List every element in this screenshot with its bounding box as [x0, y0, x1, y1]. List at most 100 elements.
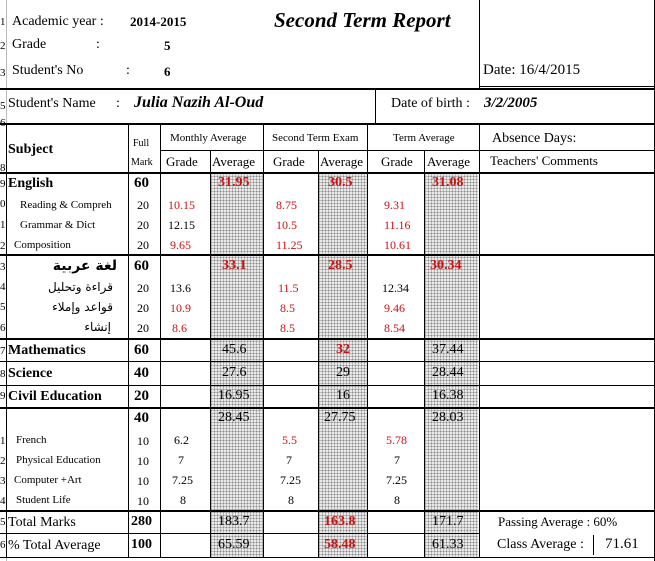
row-number: 4 — [0, 281, 6, 293]
row-number: 1 — [0, 16, 6, 28]
second-term-exam-header: Second Term Exam — [272, 132, 359, 144]
composition-subject: Composition — [14, 239, 71, 251]
arabic-monthly-average: 33.1 — [222, 258, 247, 273]
student-name-label: Student's Name — [8, 96, 96, 111]
term-average-col-header: Average — [427, 154, 471, 169]
teachers-comments-header: Teachers' Comments — [490, 153, 598, 168]
exam-average-col-header: Average — [320, 154, 364, 169]
composition-monthly-grade: 9.65 — [170, 238, 191, 252]
pct-term-average: 61.33 — [432, 537, 464, 552]
civil-exam-average: 16 — [336, 388, 350, 403]
computer-full: 10 — [137, 474, 149, 488]
row-number: 6 — [0, 539, 6, 551]
row-number: 7 — [0, 345, 6, 357]
grammar-exam-grade: 10.5 — [276, 218, 297, 232]
composition-full: 20 — [137, 238, 149, 252]
reading-term-grade: 9.31 — [384, 198, 405, 212]
dob-label: Date of birth : — [391, 96, 470, 111]
arabic-full: 60 — [134, 258, 149, 274]
monthly-average-header: Monthly Average — [170, 132, 247, 144]
grade-colon: : — [96, 37, 100, 52]
science-full: 40 — [134, 365, 149, 381]
row-number: 9 — [0, 178, 6, 190]
pe-exam-grade: 7 — [286, 453, 292, 467]
row-number: 2 — [0, 455, 6, 467]
students-no-colon: : — [126, 63, 130, 78]
pct-monthly-average: 65.59 — [218, 537, 250, 552]
computer-subject: Computer +Art — [14, 474, 82, 486]
row-number: 2 — [0, 240, 6, 252]
mark-header: Mark — [131, 157, 153, 168]
row-number: 5 — [0, 516, 6, 528]
student-life-exam-grade: 8 — [288, 493, 294, 507]
french-monthly-grade: 6.2 — [174, 433, 189, 447]
row-number: 2 — [0, 40, 6, 52]
row-number: 9 — [0, 390, 6, 402]
others-exam-average: 27.75 — [324, 410, 356, 425]
pe-subject: Physical Education — [16, 454, 101, 466]
dob-value: 3/2/2005 — [484, 95, 538, 111]
science-exam-average: 29 — [336, 365, 350, 380]
students-no-label: Student's No — [12, 63, 84, 78]
student-life-monthly-grade: 8 — [180, 493, 186, 507]
reading-monthly-grade: 10.15 — [168, 198, 195, 212]
ar-reading-full: 20 — [137, 281, 149, 295]
report-date: Date: 16/4/2015 — [483, 62, 581, 78]
passing-average: Passing Average : 60% — [498, 514, 618, 529]
pct-exam-average: 58.48 — [324, 537, 356, 552]
grammar-subject: Grammar & Dict — [20, 219, 96, 231]
french-term-grade: 5.78 — [386, 433, 407, 447]
computer-monthly-grade: 7.25 — [172, 473, 193, 487]
total-term-average: 171.7 — [432, 514, 464, 529]
ar-composition-subject: إنشاء — [84, 320, 111, 334]
composition-exam-grade: 11.25 — [276, 238, 303, 252]
civil-term-average: 16.38 — [432, 388, 464, 403]
pct-total-full: 100 — [131, 537, 152, 552]
exam-grade-header: Grade — [273, 154, 305, 169]
english-term-average: 31.08 — [432, 175, 464, 190]
grammar-term-grade: 11.16 — [384, 218, 411, 232]
row-number: 6 — [0, 322, 6, 334]
total-exam-average: 163.8 — [324, 514, 356, 529]
grammar-monthly-grade: 12.15 — [168, 218, 195, 232]
row-number: 3 — [0, 475, 6, 487]
math-term-average: 37.44 — [432, 342, 464, 357]
ar-grammar-term-grade: 9.46 — [384, 301, 405, 315]
french-full: 10 — [137, 434, 149, 448]
arabic-subject: لغة عربية — [52, 258, 117, 274]
pct-total-label: % Total Average — [8, 538, 101, 553]
student-name-colon: : — [116, 96, 120, 111]
ar-grammar-subject: قواعد وإملاء — [52, 300, 113, 314]
grammar-full: 20 — [137, 218, 149, 232]
ar-grammar-exam-grade: 8.5 — [280, 301, 295, 315]
class-average-label: Class Average : — [497, 537, 584, 552]
academic-year: 2014-2015 — [130, 14, 187, 29]
total-marks-label: Total Marks — [8, 515, 76, 530]
row-number: 1 — [0, 219, 6, 231]
reading-subject: Reading & Compreh — [20, 199, 112, 211]
french-subject: French — [16, 434, 47, 446]
ar-composition-monthly-grade: 8.6 — [172, 321, 187, 335]
monthly-average-shading — [210, 172, 263, 557]
french-exam-grade: 5.5 — [282, 433, 297, 447]
term-average-shading — [424, 172, 478, 557]
english-monthly-average: 31.95 — [218, 175, 250, 190]
pe-monthly-grade: 7 — [178, 453, 184, 467]
row-number: 8 — [0, 368, 6, 380]
student-life-full: 10 — [137, 494, 149, 508]
arabic-term-average: 30.34 — [430, 258, 462, 273]
math-exam-average: 32 — [336, 342, 350, 357]
ar-composition-exam-grade: 8.5 — [280, 321, 295, 335]
row-number: 5 — [0, 301, 6, 313]
report-title: Second Term Report — [274, 8, 451, 32]
pe-term-grade: 7 — [394, 453, 400, 467]
monthly-grade-header: Grade — [166, 154, 198, 169]
row-number: 0 — [0, 198, 6, 210]
english-subject: English — [8, 176, 54, 191]
math-subject: Mathematics — [8, 343, 86, 358]
others-term-average: 28.03 — [432, 410, 464, 425]
science-term-average: 28.44 — [432, 365, 464, 380]
row-number: 5 — [0, 100, 6, 112]
others-monthly-average: 28.45 — [218, 410, 250, 425]
term-average-header: Term Average — [393, 132, 455, 144]
